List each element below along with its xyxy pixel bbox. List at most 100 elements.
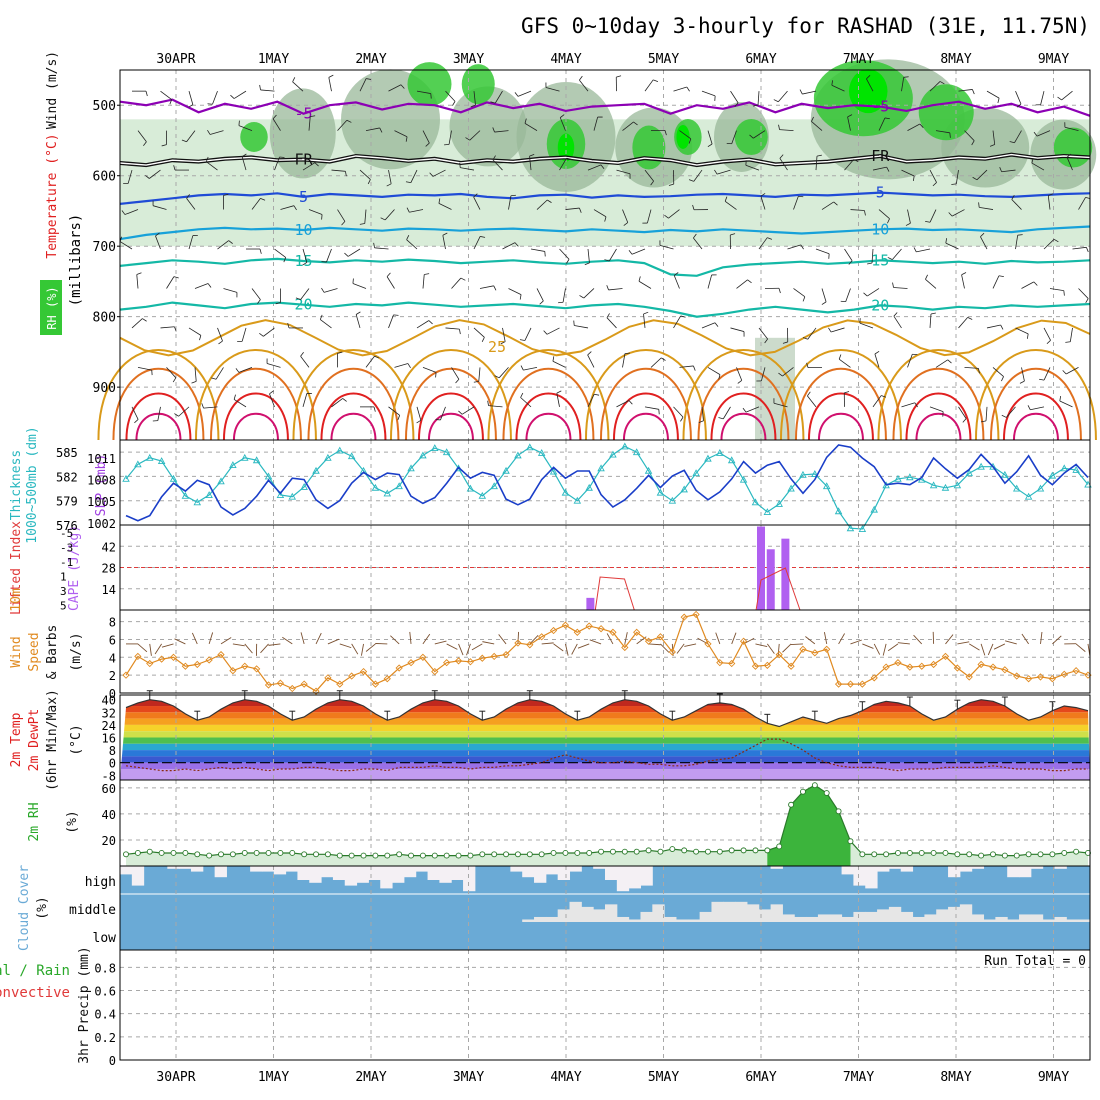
isotherm-label: 25 <box>488 338 506 356</box>
wind-barb-flag <box>259 84 261 90</box>
rh-point <box>764 847 771 854</box>
wind-speed-point <box>858 680 866 688</box>
wind-barb <box>815 156 818 171</box>
cape-tick: 42 <box>102 540 116 554</box>
wind-barb-flag <box>989 144 995 147</box>
wind-speed-point <box>716 659 724 667</box>
isotherm-loop <box>292 349 415 441</box>
wind-barb-flag <box>319 314 323 320</box>
wind-barb-flag <box>380 217 386 221</box>
wind-barb <box>473 196 481 210</box>
wind-barb <box>773 402 788 408</box>
high-cloud-gap <box>415 866 429 872</box>
wind-barb <box>1072 246 1087 250</box>
high-cloud-gap <box>344 866 358 886</box>
isotherm-loop <box>710 392 777 441</box>
wind-barb <box>217 327 223 342</box>
middle-cloud-clear <box>522 919 535 922</box>
rh-shading <box>120 59 1097 440</box>
wind-barb-flag <box>1027 405 1031 410</box>
rh-point <box>360 852 367 859</box>
wind-barb-flag <box>707 143 713 148</box>
wind-barb <box>844 248 853 261</box>
cape-tick: 14 <box>102 583 116 597</box>
thickness-point <box>1036 484 1045 492</box>
high-cloud-gap <box>971 866 985 869</box>
wind-barb <box>867 288 880 297</box>
isotherm-line <box>119 225 1091 241</box>
wind-barb <box>1078 197 1086 210</box>
wind-barb-flag <box>407 363 411 369</box>
surface-barb <box>446 643 458 650</box>
wind-barb <box>473 236 481 250</box>
wind-barb <box>217 240 229 250</box>
wind-barb-flag <box>283 257 287 263</box>
wind-barb-flag <box>893 312 898 317</box>
rh-point <box>324 851 331 858</box>
thickness-point <box>193 498 202 506</box>
wind-barb <box>893 287 908 289</box>
wind-speed-point <box>181 662 190 670</box>
10m-wind-panel: 0 2 4 6 8 <box>109 609 1092 701</box>
surface-barb <box>913 634 923 645</box>
wind-barb-flag <box>816 154 822 157</box>
wind-barb-flag <box>606 313 610 318</box>
wind-barb-flag <box>397 415 401 421</box>
surface-barb <box>790 643 803 645</box>
middle-cloud-clear <box>971 914 985 922</box>
wind-barb-flag <box>579 75 583 81</box>
middle-cloud-clear <box>900 911 914 922</box>
wind-barb-flag <box>623 222 628 226</box>
temp-band <box>120 737 1090 744</box>
wind-barb-flag <box>692 204 695 210</box>
dewpt-line <box>125 738 1088 772</box>
wind-barb-flag <box>145 175 150 179</box>
wind-barb <box>274 156 280 171</box>
surface-barb <box>980 643 986 656</box>
wind-speed-point <box>538 633 546 641</box>
wind-barb <box>530 248 545 252</box>
thickness-point <box>157 457 166 464</box>
wind-barb <box>872 166 887 171</box>
thickness-tick: 579 <box>56 495 78 509</box>
surface-barb <box>648 643 661 646</box>
wind-barb <box>272 118 281 131</box>
wind-barb <box>478 367 481 382</box>
temp-tick: 32 <box>102 706 116 720</box>
rh-point <box>574 850 581 856</box>
wind-barb-flag <box>406 234 410 240</box>
middle-cloud-clear <box>877 909 890 922</box>
high-cloud-gap <box>865 866 878 889</box>
thickness-point <box>597 464 605 472</box>
wind-barb-flag <box>866 75 871 80</box>
isotherm-loop <box>807 392 874 441</box>
wind-barb-flag <box>606 285 609 291</box>
date-label-top: 1MAY <box>258 52 289 67</box>
panel-frame <box>119 609 1091 694</box>
ylabel-10m: 10m <box>9 588 24 612</box>
li-tick: -1 <box>60 556 73 569</box>
thickness-point <box>324 453 332 461</box>
wind-barb-flag <box>844 391 850 394</box>
wind-barb <box>644 169 654 182</box>
wind-barb <box>650 357 662 368</box>
wind-speed-point <box>300 680 308 688</box>
wind-tick: 0 <box>109 687 116 701</box>
wind-barb-flag <box>405 181 411 184</box>
wind-barb-flag <box>328 74 334 78</box>
wind-barb-flag <box>951 183 957 185</box>
wind-speed-point <box>692 610 700 619</box>
wind-barb <box>945 242 959 250</box>
wind-barb <box>901 77 905 92</box>
high-cloud-gap <box>853 866 866 886</box>
thickness-point <box>145 453 154 461</box>
middle-cloud-clear <box>936 909 949 922</box>
surface-barb <box>882 643 887 656</box>
wind-barb-flag <box>604 216 607 222</box>
cape-tick: 28 <box>102 562 116 576</box>
wind-barb <box>556 393 560 407</box>
thickness-point <box>573 496 582 504</box>
high-cloud-gap <box>368 866 381 880</box>
wind-barb-flag <box>693 233 697 239</box>
wind-barb-flag <box>919 123 924 128</box>
